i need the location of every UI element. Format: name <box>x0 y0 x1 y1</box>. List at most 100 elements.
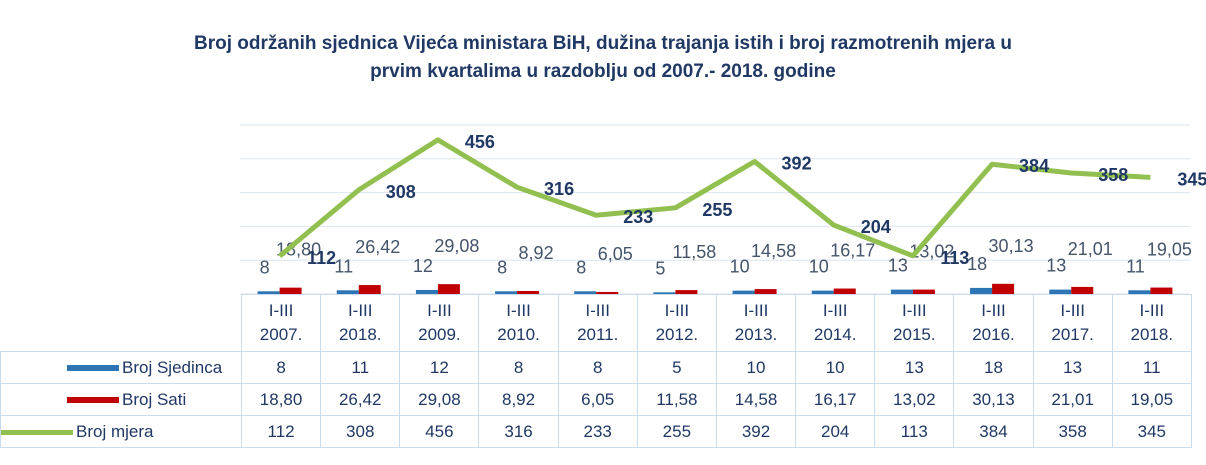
data-label: 8 <box>260 257 270 277</box>
table-cell: 14,58 <box>715 383 797 416</box>
data-label: 112 <box>307 248 336 268</box>
x-tick-label: I-III 2007. <box>240 294 322 352</box>
legend-entry: Broj Sati <box>0 383 242 416</box>
bar <box>596 291 619 294</box>
bar <box>517 290 540 294</box>
data-label: 16,17 <box>830 241 875 261</box>
table-cell: 255 <box>636 415 717 448</box>
table-cell: 316 <box>478 415 559 448</box>
data-label: 113 <box>940 248 969 268</box>
data-label: 392 <box>782 154 812 174</box>
data-label: 21,01 <box>1068 239 1113 259</box>
legend-entry: Broj mjera <box>0 415 242 448</box>
table-cell: 6,05 <box>557 383 638 416</box>
bar <box>279 287 302 294</box>
x-tick-label: I-III 2013. <box>715 294 797 352</box>
bar <box>358 285 381 294</box>
bar <box>970 287 993 294</box>
bar <box>992 283 1015 294</box>
data-label: 11,58 <box>673 242 717 262</box>
bar <box>833 288 856 294</box>
table-cell: 204 <box>795 415 876 448</box>
data-label: 8 <box>497 257 507 277</box>
table-row: Broj Sjedinca 8 11 12 8 8 5 10 10 13 18 13 11 <box>0 351 1192 384</box>
data-label: 456 <box>465 132 495 152</box>
data-label: 5 <box>655 258 665 278</box>
table-cell: 8 <box>557 351 638 384</box>
table-cell: 113 <box>874 415 955 448</box>
legend-key <box>1 429 73 435</box>
table-row: Broj mjera 112 308 456 316 233 255 392 204 113 384… <box>0 415 1192 448</box>
table-cell: 8 <box>478 351 559 384</box>
data-label: 8 <box>576 257 586 277</box>
table-cell: 233 <box>557 415 638 448</box>
table-cell: 112 <box>240 415 322 448</box>
data-label: 13 <box>888 256 908 276</box>
bar <box>912 289 935 294</box>
table-corner <box>1 295 242 352</box>
bar <box>732 290 755 294</box>
bar <box>1071 286 1094 294</box>
legend-key <box>67 365 119 372</box>
data-label: 358 <box>1098 165 1128 185</box>
bar <box>1049 289 1072 294</box>
table-cell: 21,01 <box>1032 383 1113 416</box>
bar <box>653 292 676 294</box>
table-cell: 13 <box>1032 351 1113 384</box>
table-cell: 26,42 <box>320 383 401 416</box>
legend-label: Broj Sati <box>122 389 187 409</box>
data-label: 255 <box>702 200 732 220</box>
bar <box>754 289 777 294</box>
data-label: 19,05 <box>1147 240 1192 260</box>
chart-title: Broj održanih sjednica Vijeća ministara … <box>194 33 1012 82</box>
bar <box>811 290 834 294</box>
x-tick-label: I-III 2015. <box>874 294 955 352</box>
data-label: 316 <box>544 179 574 199</box>
data-table: I-III 2007. I-III 2018. I-III 2009. I-III 2… <box>0 294 1192 448</box>
data-label: 29,08 <box>434 236 479 256</box>
x-tick-label: I-III 2014. <box>795 294 876 352</box>
bar <box>257 291 280 294</box>
table-cell: 19,05 <box>1111 383 1192 416</box>
table-cell: 11 <box>1111 351 1192 384</box>
table-header-row: I-III 2007. I-III 2018. I-III 2009. I-III 2… <box>1 294 1192 352</box>
table-cell: 308 <box>320 415 401 448</box>
data-label: 6,05 <box>598 244 633 264</box>
bar <box>495 291 518 294</box>
table-cell: 384 <box>953 415 1034 448</box>
line <box>277 137 1151 259</box>
bar <box>415 289 438 294</box>
bar <box>1150 287 1173 294</box>
data-label: 345 <box>1177 169 1206 189</box>
legend-label: Broj Sjedinca <box>122 357 223 377</box>
legend-entry: Broj Sjedinca <box>0 351 242 384</box>
table-cell: 8 <box>240 351 322 384</box>
table-cell: 29,08 <box>399 383 480 416</box>
bar <box>675 290 698 294</box>
table-cell: 392 <box>715 415 797 448</box>
x-tick-label: I-III 2016. <box>953 294 1034 352</box>
table-row: Broj Sati 18,80 26,42 29,08 8,92 6,05 11,58 14,… <box>0 383 1192 416</box>
data-label: 14,58 <box>751 241 796 261</box>
x-tick-label: I-III 2018. <box>320 294 401 352</box>
x-tick-label: I-III 2010. <box>478 294 559 352</box>
bar <box>437 284 460 294</box>
table-cell: 11,58 <box>636 383 717 416</box>
table-cell: 358 <box>1032 415 1113 448</box>
data-label: 12 <box>413 256 433 276</box>
table-cell: 16,17 <box>795 383 876 416</box>
table-cell: 13 <box>874 351 955 384</box>
table-cell: 11 <box>320 351 401 384</box>
bar <box>1128 290 1151 294</box>
x-tick-label: I-III 2018. <box>1111 294 1192 352</box>
x-tick-label: I-III 2012. <box>636 294 717 352</box>
data-label: 233 <box>623 207 653 227</box>
bar <box>336 290 359 294</box>
data-label: 10 <box>809 257 829 277</box>
table-cell: 345 <box>1111 415 1192 448</box>
table-cell: 10 <box>715 351 797 384</box>
x-tick-label: I-III 2011. <box>557 294 638 352</box>
table-cell: 12 <box>399 351 480 384</box>
data-label: 10 <box>730 257 750 277</box>
